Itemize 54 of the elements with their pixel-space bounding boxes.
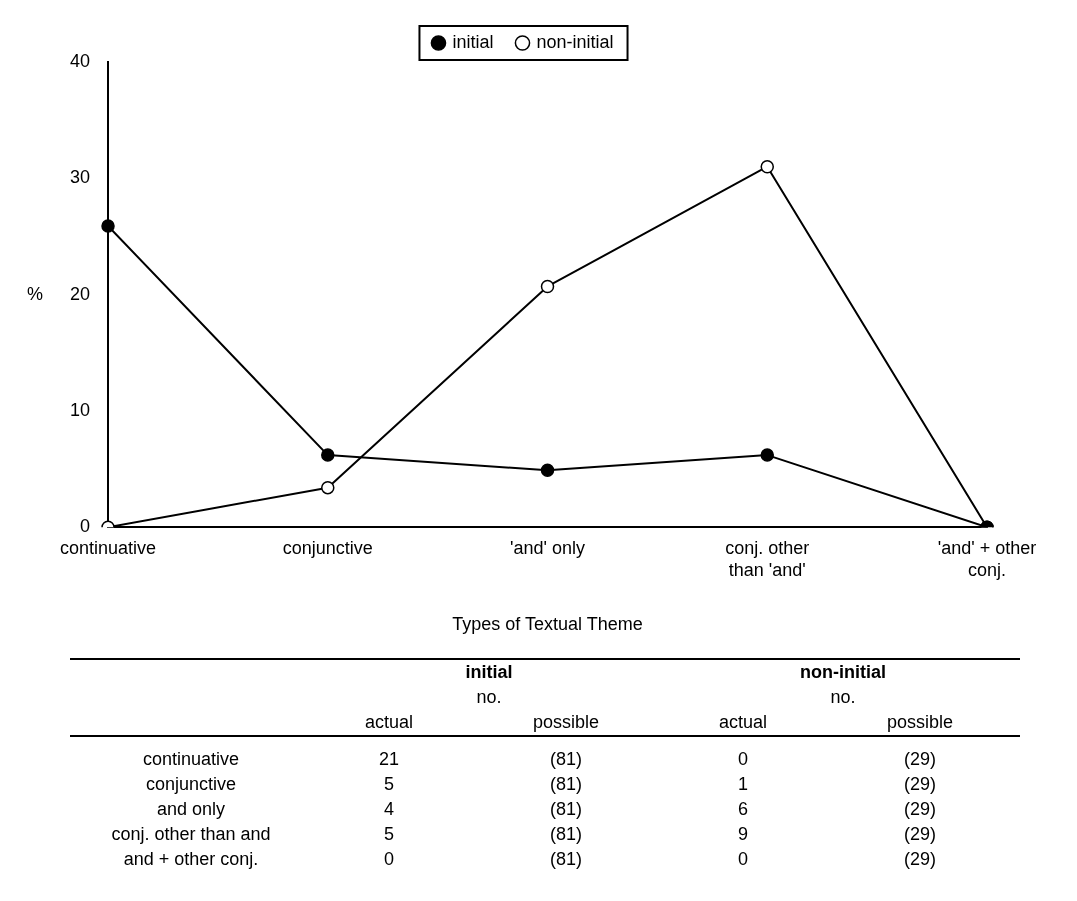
data-label: 5 bbox=[382, 773, 395, 796]
text: (81) bbox=[549, 799, 582, 819]
text: (81) bbox=[549, 774, 582, 794]
legend-label: non-initial bbox=[536, 31, 614, 52]
y-tick-label: 0 bbox=[80, 516, 91, 537]
category-label: and + other conj. bbox=[122, 848, 260, 871]
point bbox=[321, 480, 335, 495]
category-label: conjunctive bbox=[144, 773, 238, 796]
y-axis-title: % bbox=[26, 283, 44, 304]
category-label: conj. other than and bbox=[110, 823, 272, 846]
text: possible bbox=[886, 712, 953, 732]
data-label: 4 bbox=[382, 798, 395, 821]
point bbox=[540, 463, 555, 477]
x-tick-label: 'and' + other conj. bbox=[937, 537, 1037, 580]
text: no. bbox=[830, 687, 856, 707]
data-label: 9 bbox=[736, 823, 749, 846]
text: actual bbox=[312, 710, 466, 736]
text: possible bbox=[465, 710, 666, 736]
text: (81) bbox=[549, 824, 582, 844]
category-label: continuative bbox=[141, 748, 241, 771]
text: actual bbox=[718, 712, 767, 732]
text: (29) bbox=[903, 799, 936, 819]
point bbox=[101, 219, 115, 233]
data-label: 0 bbox=[736, 848, 749, 871]
text: (29) bbox=[903, 824, 936, 844]
text: (29) bbox=[903, 774, 936, 794]
category-label: and only bbox=[155, 798, 227, 821]
y-tick-label: 20 bbox=[69, 283, 91, 304]
y-tick-label: 40 bbox=[69, 50, 91, 71]
data-label: 1 bbox=[736, 773, 749, 796]
point bbox=[760, 448, 775, 462]
text: (81) bbox=[549, 849, 582, 869]
data-label: 5 bbox=[382, 823, 395, 846]
x-tick-label: 'and' only bbox=[510, 537, 585, 558]
point bbox=[540, 279, 555, 294]
legend-label: initial bbox=[452, 31, 494, 52]
text: no. bbox=[475, 686, 503, 709]
text: (29) bbox=[902, 748, 937, 771]
data-label: 21 bbox=[377, 748, 400, 771]
point bbox=[760, 159, 775, 174]
x-tick-label: continuative bbox=[59, 537, 157, 558]
x-tick-label: conjunctive bbox=[282, 537, 373, 558]
point bbox=[321, 448, 335, 462]
text: (29) bbox=[903, 849, 936, 869]
text: initial bbox=[464, 661, 514, 684]
data-label: 6 bbox=[736, 798, 749, 821]
text: non-initial bbox=[799, 661, 887, 684]
y-tick-label: 30 bbox=[69, 167, 91, 188]
data-label: 0 bbox=[382, 848, 395, 871]
data-label: 0 bbox=[736, 748, 749, 771]
y-tick-label: 10 bbox=[69, 399, 91, 420]
text: (81) bbox=[548, 748, 583, 771]
x-tick-label: conj. other than 'and' bbox=[725, 537, 810, 580]
x-axis-title: Types of Textual Theme bbox=[452, 614, 643, 635]
